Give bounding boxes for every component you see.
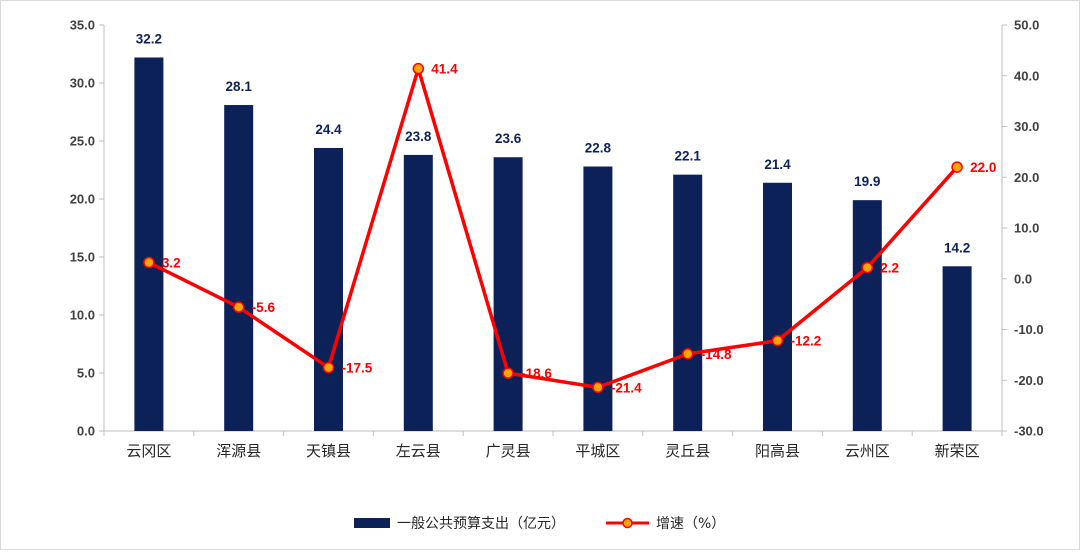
right-tick-label: -20.0 bbox=[1014, 373, 1044, 388]
bar-value-label: 22.1 bbox=[675, 149, 702, 164]
line-value-label: -14.8 bbox=[701, 347, 732, 362]
bar-value-label: 24.4 bbox=[315, 122, 342, 137]
left-tick-label: 10.0 bbox=[70, 308, 95, 323]
left-tick-label: 35.0 bbox=[70, 18, 95, 33]
growth-line bbox=[148, 66, 959, 390]
x-tick-label: 广灵县 bbox=[486, 442, 531, 460]
x-tick-label: 左云县 bbox=[396, 442, 441, 460]
legend-bar-label: 一般公共预算支出（亿元） bbox=[397, 516, 565, 532]
line-point bbox=[412, 62, 425, 75]
bar-value-label: 28.1 bbox=[226, 79, 253, 94]
x-tick-label: 云州区 bbox=[845, 442, 890, 460]
line-point bbox=[143, 256, 155, 269]
line-point bbox=[592, 381, 604, 394]
legend-line-label: 增速（%） bbox=[656, 516, 725, 532]
x-tick-label: 浑源县 bbox=[216, 442, 261, 460]
bar-value-label: 14.2 bbox=[944, 240, 970, 255]
x-tick-label: 天镇县 bbox=[306, 442, 351, 460]
line-value-label: -21.4 bbox=[611, 380, 642, 395]
bar bbox=[673, 174, 703, 431]
right-tick-label: -10.0 bbox=[1014, 322, 1044, 337]
right-tick-label: 30.0 bbox=[1014, 119, 1039, 134]
x-tick-label: 阳高县 bbox=[755, 442, 800, 460]
left-tick-label: 20.0 bbox=[70, 192, 95, 207]
bar-value-label: 21.4 bbox=[764, 157, 791, 172]
bar-value-label: 19.9 bbox=[854, 174, 880, 189]
line-point bbox=[681, 348, 694, 360]
right-tick-label: -30.0 bbox=[1014, 424, 1044, 439]
line-value-label: -12.2 bbox=[791, 334, 822, 349]
right-tick-label: 10.0 bbox=[1014, 221, 1039, 236]
legend-line-marker bbox=[622, 517, 633, 529]
line-value-label: -18.6 bbox=[521, 366, 552, 381]
left-tick-label: 25.0 bbox=[70, 134, 95, 149]
line-series bbox=[143, 62, 963, 394]
axes: 0.0 5.0 10.0 15.0 20.0 25.0 30.0 35.0 -30.0 -20.0… bbox=[70, 18, 1044, 461]
line-value-label: 41.4 bbox=[431, 62, 458, 77]
line-point bbox=[322, 361, 335, 374]
x-tick-label: 云冈区 bbox=[126, 442, 171, 460]
legend: 一般公共预算支出（亿元） 增速（%） bbox=[354, 516, 725, 532]
bar-series bbox=[134, 57, 972, 432]
x-tick-label: 新荣区 bbox=[935, 442, 980, 460]
bar bbox=[852, 200, 882, 431]
bar-value-label: 23.6 bbox=[495, 131, 522, 146]
bar bbox=[314, 147, 343, 431]
line-value-label: 2.2 bbox=[880, 261, 899, 276]
legend-bar-swatch bbox=[354, 518, 390, 528]
right-tick-label: 50.0 bbox=[1014, 18, 1039, 33]
right-tick-label: 20.0 bbox=[1014, 170, 1039, 185]
line-point bbox=[232, 301, 245, 313]
line-point bbox=[771, 334, 784, 347]
left-tick-label: 5.0 bbox=[77, 366, 95, 381]
data-labels: 32.2 28.1 24.4 23.8 23.6 22.8 22.1 21.4 19.9 14.2… bbox=[136, 31, 997, 395]
x-tick-label: 平城区 bbox=[575, 442, 620, 460]
left-tick-label: 30.0 bbox=[70, 76, 95, 91]
bar bbox=[763, 182, 792, 431]
bar bbox=[493, 157, 523, 432]
right-tick-label: 0.0 bbox=[1014, 271, 1032, 286]
line-value-label: -5.6 bbox=[252, 300, 276, 315]
bar bbox=[942, 266, 972, 431]
line-point bbox=[502, 367, 514, 379]
bar bbox=[403, 154, 433, 432]
bar bbox=[134, 57, 164, 431]
x-tick-label: 灵丘县 bbox=[665, 442, 710, 460]
line-value-label: 22.0 bbox=[970, 160, 996, 175]
line-point bbox=[951, 161, 963, 173]
left-tick-label: 0.0 bbox=[77, 424, 95, 439]
bar-value-label: 23.8 bbox=[405, 129, 432, 144]
left-tick-label: 15.0 bbox=[70, 250, 95, 265]
right-tick-label: 40.0 bbox=[1014, 68, 1039, 83]
line-point bbox=[861, 261, 874, 274]
line-value-label: -17.5 bbox=[342, 361, 373, 376]
line-value-label: 3.2 bbox=[162, 256, 181, 271]
bar-value-label: 32.2 bbox=[136, 31, 162, 46]
bar-value-label: 22.8 bbox=[585, 141, 612, 156]
bar bbox=[224, 105, 254, 431]
